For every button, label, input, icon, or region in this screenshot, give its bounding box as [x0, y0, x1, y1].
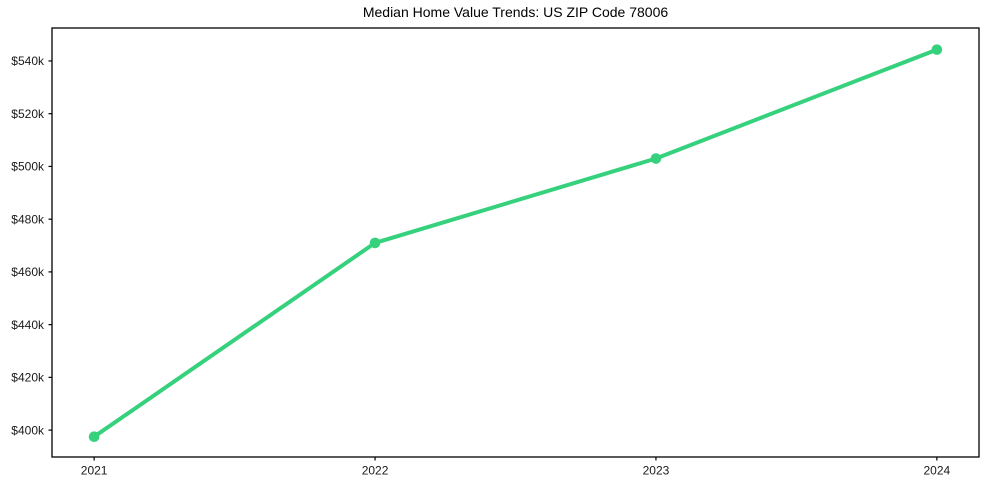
chart-title: Median Home Value Trends: US ZIP Code 78…	[362, 4, 669, 20]
y-axis-tick-label: $500k	[11, 160, 45, 174]
y-axis-tick-label: $440k	[11, 318, 45, 332]
x-axis-tick-label: 2021	[81, 464, 108, 478]
data-point-2021	[88, 431, 100, 442]
y-axis-tick-label: $420k	[11, 371, 45, 385]
data-point-2024	[931, 44, 943, 55]
x-axis-tick-label: 2024	[924, 464, 951, 478]
plot-border	[51, 27, 980, 458]
y-axis-tick-label: $460k	[11, 265, 45, 279]
trend-line	[92, 47, 939, 439]
y-axis-tick-label: $400k	[11, 423, 45, 437]
y-axis-tick-label: $540k	[11, 54, 45, 68]
y-axis-tick-label: $480k	[11, 212, 45, 226]
x-axis-tick-label: 2023	[643, 464, 670, 478]
y-axis-tick-label: $520k	[11, 107, 45, 121]
data-point-2023	[650, 153, 662, 164]
x-axis-tick-label: 2022	[362, 464, 389, 478]
data-point-2022	[369, 237, 381, 249]
